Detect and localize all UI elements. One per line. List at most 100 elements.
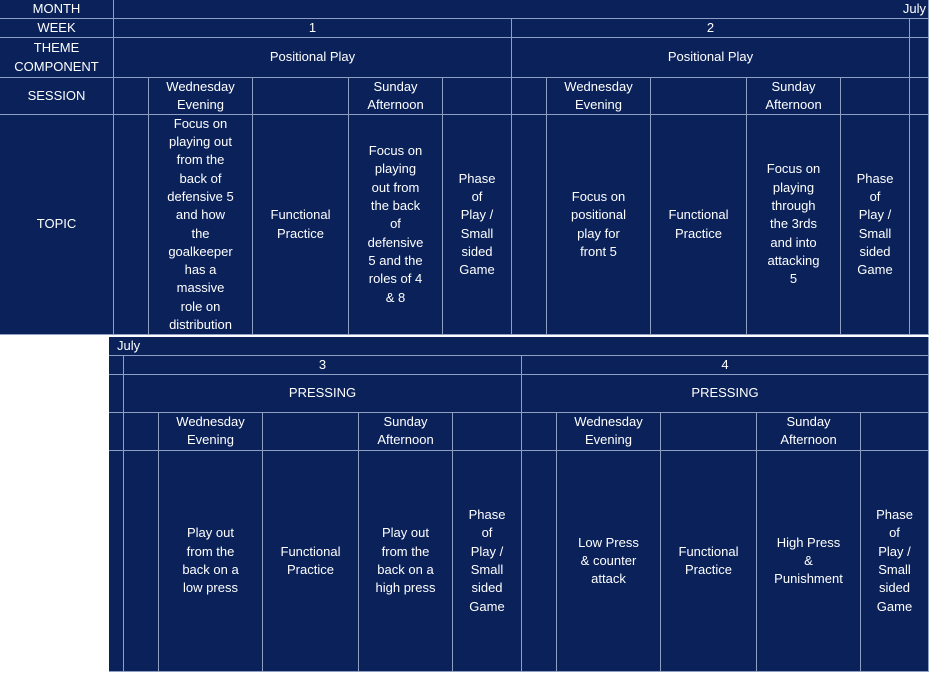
- week-spacer-cell: [109, 356, 124, 375]
- session-spacer-cell: [109, 413, 124, 451]
- session-spacer-cell: [124, 413, 159, 451]
- week-1-theme: Positional Play: [269, 49, 356, 65]
- session-empty-cell: [253, 78, 349, 115]
- week-2-theme-cell: Positional Play: [512, 38, 910, 78]
- session-spacer-cell: [512, 78, 547, 115]
- theme-spacer-cell: [109, 375, 124, 413]
- week-4-topic-sunday-cell: High Press & Punishment: [757, 451, 861, 672]
- week-2-topic-sunday-cell: Focus on playing through the 3rds and in…: [747, 115, 841, 335]
- session-extra-cell: [910, 78, 929, 115]
- month-value: July: [117, 337, 141, 353]
- week-2-session-sunday: Sunday Afternoon: [765, 79, 822, 113]
- topic-spacer-cell: [114, 115, 149, 335]
- week-1-topic-functional: Functional Practice: [270, 207, 331, 241]
- session-spacer-cell: [522, 413, 557, 451]
- week-3-topic-wednesday-cell: Play out from the back on a low press: [159, 451, 263, 672]
- week-4-topic-sunday: High Press & Punishment: [774, 534, 843, 587]
- month-value: July: [902, 0, 926, 16]
- session-empty-cell: [263, 413, 359, 451]
- month-label-cell: MONTH: [0, 0, 114, 19]
- week-4-topic-phase: Phase of Play / Small sided Game: [876, 507, 913, 614]
- week-3-topic-functional-cell: Functional Practice: [263, 451, 359, 672]
- session-label: SESSION: [27, 87, 86, 103]
- week-4-cell: 4: [522, 356, 929, 375]
- week-4-topic-functional: Functional Practice: [678, 543, 739, 577]
- week-label: WEEK: [37, 19, 76, 35]
- week-2-cell: 2: [512, 19, 910, 38]
- week-2-session-sunday-cell: Sunday Afternoon: [747, 78, 841, 115]
- week-1-number: 1: [308, 19, 317, 35]
- week-1-topic-functional-cell: Functional Practice: [253, 115, 349, 335]
- week-3-session-sunday: Sunday Afternoon: [377, 414, 434, 448]
- week-1-topic-phase: Phase of Play / Small sided Game: [458, 170, 496, 278]
- theme-extra-cell: [910, 38, 929, 78]
- week-4-topic-phase-cell: Phase of Play / Small sided Game: [861, 451, 929, 672]
- session-empty-cell: [841, 78, 910, 115]
- topic-spacer-cell: [109, 451, 124, 672]
- week-2-topic-phase-cell: Phase of Play / Small sided Game: [841, 115, 910, 335]
- week-label-cell: WEEK: [0, 19, 114, 38]
- week-3-topic-functional: Functional Practice: [280, 543, 341, 577]
- week-4-number: 4: [721, 356, 729, 372]
- week-3-cell: 3: [124, 356, 522, 375]
- week-3-theme-cell: PRESSING: [124, 375, 522, 413]
- topic-label-cell: TOPIC: [0, 115, 114, 335]
- week-2-topic-wednesday-cell: Focus on positional play for front 5: [547, 115, 651, 335]
- week-1-topic-wednesday: Focus on playing out from the back of de…: [167, 115, 234, 332]
- topic-spacer-cell: [512, 115, 547, 335]
- month-value-cell: July: [109, 337, 929, 356]
- week-2-topic-functional-cell: Functional Practice: [651, 115, 747, 335]
- week-3-topic-phase: Phase of Play / Small sided Game: [468, 507, 506, 614]
- week-4-session-sunday: Sunday Afternoon: [780, 414, 837, 448]
- week-1-topic-phase-cell: Phase of Play / Small sided Game: [443, 115, 512, 335]
- week-3-number: 3: [318, 356, 327, 372]
- week-4-topic-functional-cell: Functional Practice: [661, 451, 757, 672]
- week-3-theme: PRESSING: [288, 385, 357, 401]
- session-empty-cell: [651, 78, 747, 115]
- week-1-cell: 1: [114, 19, 512, 38]
- topic-extra-cell: [910, 115, 929, 335]
- week-4-session-sunday-cell: Sunday Afternoon: [757, 413, 861, 451]
- week-2-topic-sunday: Focus on playing through the 3rds and in…: [766, 161, 821, 287]
- week-4-session-wednesday: Wednesday Evening: [574, 414, 643, 448]
- session-empty-cell: [661, 413, 757, 451]
- week-2-topic-phase: Phase of Play / Small sided Game: [856, 170, 894, 278]
- session-empty-cell: [861, 413, 929, 451]
- week-2-topic-functional: Functional Practice: [668, 207, 729, 241]
- week-1-session-wednesday: Wednesday Evening: [166, 79, 235, 113]
- week-4-topic-wednesday-cell: Low Press & counter attack: [557, 451, 661, 672]
- theme-component-label: THEME COMPONENT: [14, 40, 99, 74]
- session-empty-cell: [443, 78, 512, 115]
- theme-label-cell: THEME COMPONENT: [0, 38, 114, 78]
- week-1-topic-sunday: Focus on playing out from the back of de…: [367, 143, 424, 305]
- week-1-theme-cell: Positional Play: [114, 38, 512, 78]
- week-1-session-sunday: Sunday Afternoon: [367, 79, 424, 113]
- week-4-theme: PRESSING: [691, 385, 759, 401]
- week-2-session-wednesday-cell: Wednesday Evening: [547, 78, 651, 115]
- week-2-session-wednesday: Wednesday Evening: [564, 79, 633, 113]
- week-3-topic-sunday-cell: Play out from the back on a high press: [359, 451, 453, 672]
- week-3-topic-sunday: Play out from the back on a high press: [375, 525, 436, 596]
- week-3-topic-phase-cell: Phase of Play / Small sided Game: [453, 451, 522, 672]
- month-value-cell: July: [114, 0, 929, 19]
- topic-spacer-cell: [124, 451, 159, 672]
- week-2-theme: Positional Play: [667, 49, 754, 65]
- week-3-session-wednesday: Wednesday Evening: [176, 414, 245, 448]
- week-1-session-wednesday-cell: Wednesday Evening: [149, 78, 253, 115]
- session-spacer-cell: [114, 78, 149, 115]
- topic-spacer-cell: [522, 451, 557, 672]
- week-extra-cell: [910, 19, 929, 38]
- week-2-number: 2: [706, 19, 715, 35]
- week-4-theme-cell: PRESSING: [522, 375, 929, 413]
- week-3-topic-wednesday: Play out from the back on a low press: [182, 525, 239, 596]
- week-3-session-sunday-cell: Sunday Afternoon: [359, 413, 453, 451]
- week-4-topic-wednesday: Low Press & counter attack: [578, 534, 639, 587]
- month-label: MONTH: [32, 0, 81, 16]
- week-1-topic-sunday-cell: Focus on playing out from the back of de…: [349, 115, 443, 335]
- week-1-session-sunday-cell: Sunday Afternoon: [349, 78, 443, 115]
- session-empty-cell: [453, 413, 522, 451]
- week-4-session-wednesday-cell: Wednesday Evening: [557, 413, 661, 451]
- topic-label: TOPIC: [36, 216, 77, 232]
- week-1-topic-wednesday-cell: Focus on playing out from the back of de…: [149, 115, 253, 335]
- week-3-session-wednesday-cell: Wednesday Evening: [159, 413, 263, 451]
